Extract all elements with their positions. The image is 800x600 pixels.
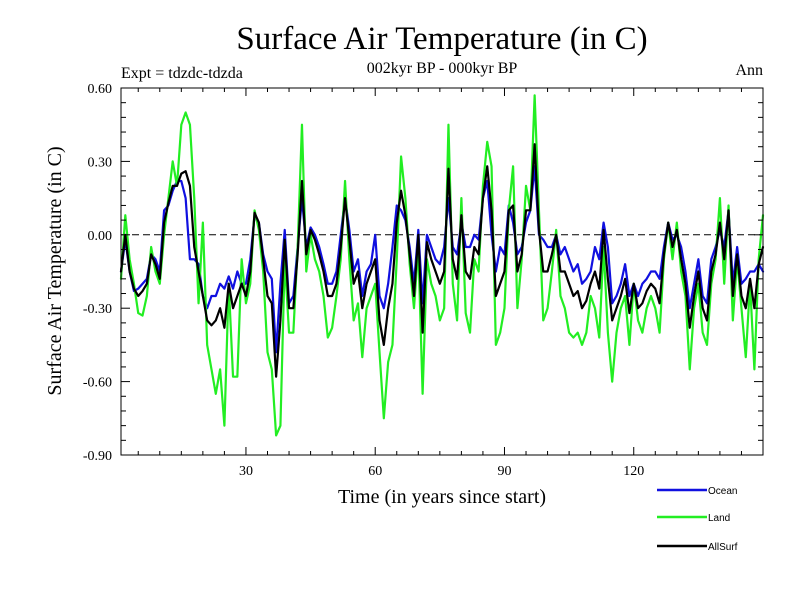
y-tick-label: -0.60: [83, 376, 112, 391]
x-axis-label: Time (in years since start): [338, 486, 546, 508]
y-tick-label: 0.30: [88, 155, 113, 170]
y-tick-label: 0.60: [88, 82, 113, 97]
y-tick-label: -0.30: [83, 302, 112, 317]
chart-subtitle: 002kyr BP - 000kyr BP: [367, 60, 518, 77]
y-axis-label: Surface Air Temperature (in C): [44, 146, 66, 395]
season-label: Ann: [735, 62, 763, 79]
plot-area: 30 60 90 120 0.60 0.30 0.00 -0.30 -0.60 -0.90: [83, 82, 765, 479]
x-tick-label: 60: [368, 464, 382, 479]
chart-title: Surface Air Temperature (in C): [236, 21, 647, 57]
plot-frame: [120, 87, 764, 456]
legend: Ocean Land AllSurf: [657, 486, 738, 553]
series-line-allsurf: [119, 143, 765, 378]
x-tick-label: 30: [239, 464, 253, 479]
y-tick-label: -0.90: [83, 449, 112, 464]
legend-label-land: Land: [708, 513, 730, 524]
series-line-ocean: [119, 165, 765, 354]
legend-label-ocean: Ocean: [708, 486, 737, 497]
x-tick-label: 90: [497, 464, 511, 479]
x-tick-label: 120: [623, 464, 644, 479]
legend-label-allsurf: AllSurf: [708, 542, 738, 553]
y-tick-label: 0.00: [88, 229, 113, 244]
experiment-label: Expt = tdzdc-tdzda: [121, 65, 243, 82]
series-line-land: [119, 94, 765, 437]
